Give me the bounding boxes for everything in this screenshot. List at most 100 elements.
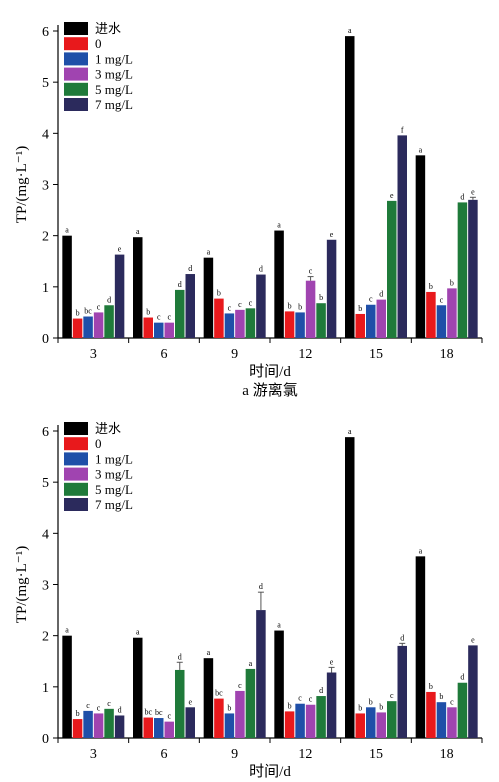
chartb-bar bbox=[284, 711, 295, 738]
charta-legend-item-inflow-swatch bbox=[64, 22, 88, 35]
charta-bar bbox=[235, 309, 245, 338]
chartb-legend-item-3mg-swatch bbox=[64, 467, 88, 481]
charta-bar bbox=[457, 202, 468, 338]
charta-bar bbox=[143, 317, 153, 338]
chartb-x-tick-label: 18 bbox=[440, 747, 454, 762]
chartb-significance-label: d bbox=[400, 633, 404, 642]
chartb-x-axis-label: 时间/d bbox=[249, 763, 291, 780]
chartb-significance-label: c bbox=[97, 703, 101, 712]
chartb-bar bbox=[295, 703, 305, 738]
charta-y-tick-label: 2 bbox=[42, 230, 49, 245]
chartb-significance-label: b bbox=[358, 703, 362, 712]
chartb-significance-label: e bbox=[471, 635, 475, 644]
chartb-x-tick-label: 6 bbox=[161, 747, 168, 762]
chartb-legend-item-5mg-swatch bbox=[64, 482, 88, 496]
chartb-bar bbox=[62, 635, 72, 738]
chartb-significance-label: c bbox=[167, 712, 171, 721]
chartb-significance-label: b bbox=[288, 701, 292, 710]
chartb-significance-label: d bbox=[118, 705, 122, 714]
chartb-significance-label: d bbox=[319, 686, 323, 695]
charta-legend-item-7mg: 7 mg/L bbox=[95, 97, 133, 112]
charta-bar bbox=[426, 291, 436, 338]
charta-significance-label: b bbox=[76, 309, 80, 318]
charta-significance-label: c bbox=[228, 303, 232, 312]
charta-y-axis-label: TP/(mg·L⁻¹) bbox=[14, 146, 30, 223]
chartb-significance-label: bc bbox=[215, 689, 223, 698]
chartb-bar bbox=[274, 630, 284, 738]
chartb-bar bbox=[426, 691, 436, 738]
charta-significance-label: c bbox=[238, 300, 242, 309]
chartb-bar bbox=[104, 708, 114, 738]
charta-legend-item-1mg-swatch bbox=[64, 52, 88, 66]
charta-significance-label: c bbox=[97, 302, 101, 311]
chartb-significance-label: bc bbox=[144, 708, 152, 717]
chartb-legend-item-7mg-swatch bbox=[64, 498, 88, 511]
chartb-bar bbox=[93, 713, 104, 738]
chartb-significance-label: c bbox=[390, 691, 394, 700]
chartb-bar bbox=[224, 713, 235, 738]
charta-x-tick-label: 3 bbox=[90, 347, 97, 362]
chartb-x-tick-label: 15 bbox=[369, 747, 383, 762]
charta-significance-label: a bbox=[419, 145, 423, 154]
chartb-bar bbox=[326, 672, 337, 738]
chartb-significance-label: d bbox=[460, 673, 464, 682]
chartb-x-tick-label: 3 bbox=[90, 747, 97, 762]
charta-bar bbox=[214, 298, 224, 338]
charta-significance-label: d bbox=[460, 192, 464, 201]
chartb-legend-item-inflow: 进水 bbox=[95, 421, 121, 436]
charta-bar bbox=[305, 280, 316, 338]
chartb-y-tick-label: 6 bbox=[42, 425, 49, 440]
chartb-y-tick-label: 1 bbox=[42, 681, 49, 696]
chartb-significance-label: c bbox=[107, 699, 111, 708]
charta-bar bbox=[83, 316, 93, 338]
chartb-bar bbox=[345, 437, 355, 738]
chartb-bar bbox=[175, 669, 185, 738]
charta-bar bbox=[397, 135, 407, 338]
charta-bar bbox=[355, 313, 365, 338]
charta-legend-item-3mg: 3 mg/L bbox=[95, 67, 133, 82]
charta-significance-label: e bbox=[471, 187, 475, 196]
charta-significance-label: a bbox=[136, 227, 140, 236]
charta-significance-label: d bbox=[379, 290, 383, 299]
charta-significance-label: b bbox=[217, 289, 221, 298]
charta-bar bbox=[447, 288, 457, 338]
charta-y-tick-label: 0 bbox=[42, 332, 49, 347]
chartb-bar bbox=[457, 682, 468, 738]
chartb-y-tick-label: 3 bbox=[42, 579, 49, 594]
chartb-significance-label: a bbox=[65, 626, 69, 635]
charta-bar bbox=[387, 200, 397, 338]
charta-bar bbox=[175, 289, 185, 338]
charta-legend-item-3mg-swatch bbox=[64, 67, 88, 81]
charta-significance-label: b bbox=[358, 304, 362, 313]
chartb-bar bbox=[143, 717, 153, 738]
chartb-bar bbox=[447, 707, 457, 738]
chartb-significance-label: b bbox=[369, 697, 373, 706]
charta-significance-label: c bbox=[309, 267, 313, 276]
chartb-bar bbox=[256, 610, 266, 738]
chartb-significance-label: a bbox=[249, 659, 253, 668]
charta-bar bbox=[114, 254, 125, 338]
charta-significance-label: c bbox=[440, 295, 444, 304]
charta-bar bbox=[245, 308, 256, 338]
chartb-y-tick-label: 0 bbox=[42, 732, 49, 747]
charta-legend-item-5mg-swatch bbox=[64, 82, 88, 96]
charta-bar bbox=[224, 313, 235, 338]
chartb-bar bbox=[305, 704, 316, 738]
charta-significance-label: d bbox=[259, 265, 263, 274]
charta-y-tick-label: 6 bbox=[42, 25, 49, 40]
chartb-significance-label: a bbox=[207, 648, 211, 657]
chartb-bar bbox=[72, 719, 83, 738]
chartb-significance-label: a bbox=[419, 546, 423, 555]
charta-bar bbox=[104, 305, 114, 338]
charta-bar bbox=[415, 155, 426, 338]
charta-y-tick-label: 5 bbox=[42, 76, 49, 91]
charta-bar bbox=[185, 274, 195, 338]
chartb-significance-label: d bbox=[259, 582, 263, 591]
charta-bar bbox=[274, 230, 284, 338]
charta-significance-label: c bbox=[157, 313, 161, 322]
chartb-legend-item-inflow-swatch bbox=[64, 422, 88, 435]
chartb-y-tick-label: 4 bbox=[42, 527, 49, 542]
charta-y-tick-label: 1 bbox=[42, 281, 49, 296]
chartb-bar bbox=[235, 690, 245, 738]
charta-significance-label: d bbox=[188, 264, 192, 273]
